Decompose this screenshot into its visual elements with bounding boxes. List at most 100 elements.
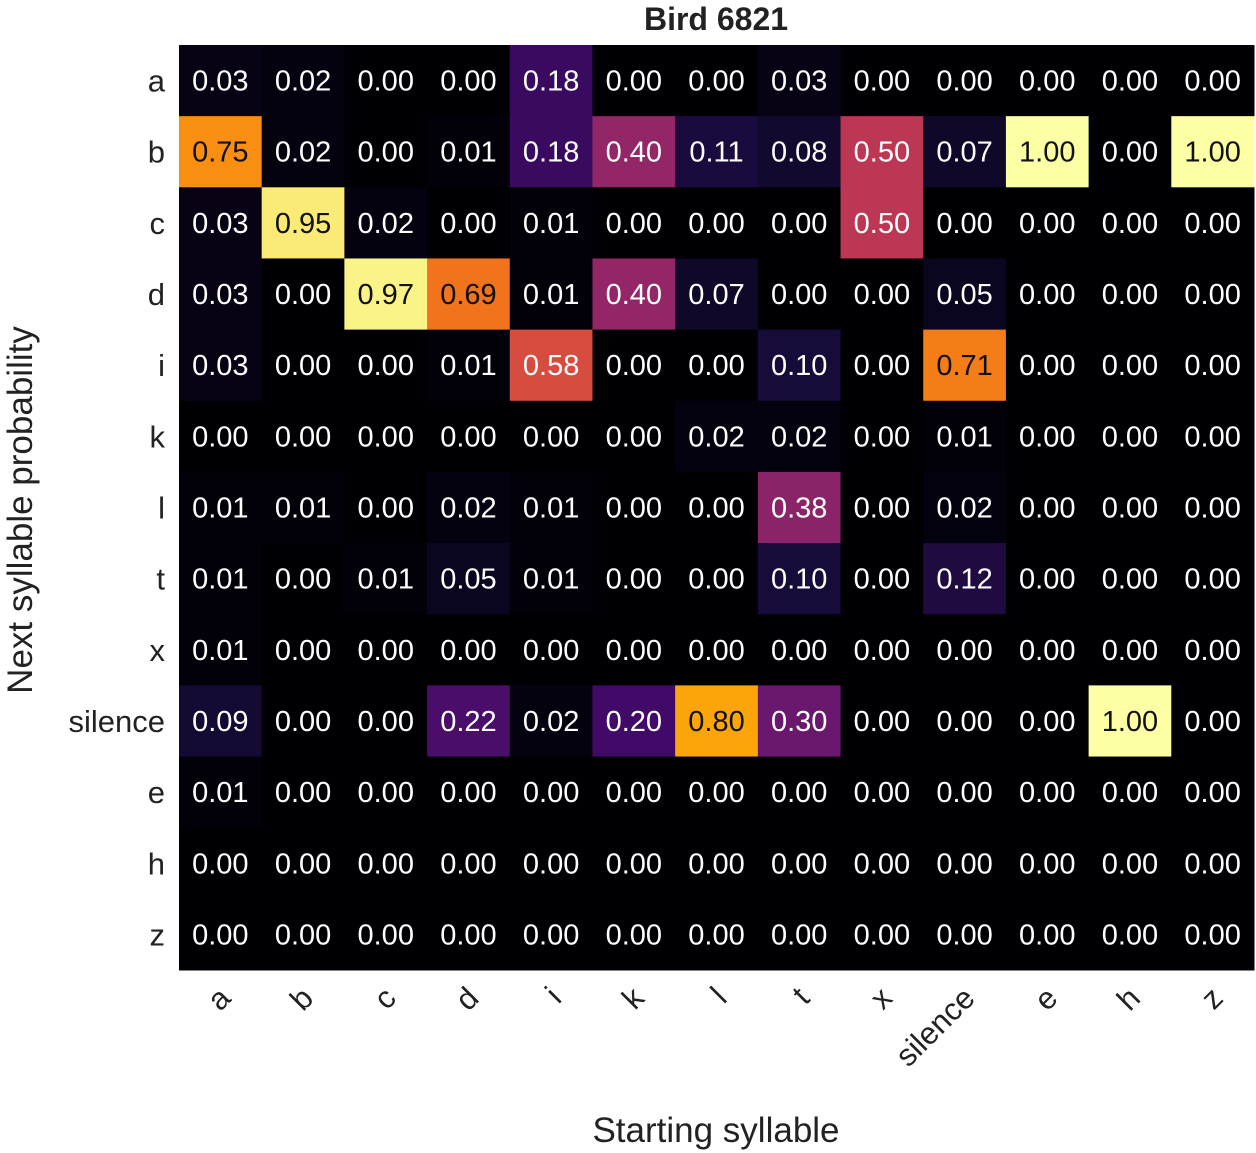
heatmap-cell [1005, 400, 1090, 473]
cell-value-label: 0.40 [606, 137, 662, 169]
cell-value-label: 0.00 [275, 421, 331, 453]
cell-value-label: 0.09 [192, 706, 248, 738]
heatmap-cell [757, 116, 842, 188]
cell-value-label: 0.50 [854, 137, 910, 169]
cell-value-label: 0.00 [854, 493, 910, 525]
cell-value-label: 0.01 [440, 137, 496, 169]
heatmap-cell [179, 400, 263, 473]
cell-value-label: 0.22 [440, 706, 496, 738]
heatmap-cell [757, 258, 842, 331]
heatmap-cell [1005, 898, 1090, 971]
cell-value-label: 0.00 [358, 350, 414, 382]
cell-value-label: 0.05 [440, 564, 496, 596]
cell-value-label: 0.97 [358, 279, 414, 311]
cell-value-label: 0.00 [1102, 564, 1158, 596]
cell-value-label: 0.58 [523, 350, 579, 382]
y-tick-label: b [148, 135, 165, 170]
cell-value-label: 0.00 [936, 208, 992, 240]
y-tick-labels: a b c d i k l t x silence e h z [69, 64, 166, 953]
cell-value-label: 0.00 [936, 635, 992, 667]
cell-value-label: 0.00 [1102, 137, 1158, 169]
heatmap-cell [923, 258, 1007, 331]
heatmap-cell [923, 116, 1007, 188]
x-tick-label: b [283, 980, 320, 1017]
heatmap-cell [427, 187, 511, 259]
heatmap-cell [261, 898, 345, 971]
heatmap-cell [592, 685, 676, 758]
cell-value-label: 0.00 [936, 777, 992, 809]
cell-value-label: 0.00 [358, 421, 414, 453]
heatmap-cell [1171, 45, 1255, 117]
cell-value-label: 0.03 [771, 66, 827, 98]
cell-value-label: 1.00 [1019, 137, 1075, 169]
heatmap-cell [592, 187, 676, 259]
heatmap-cell [675, 685, 759, 758]
y-tick-label: a [148, 64, 166, 99]
heatmap-cell [509, 685, 593, 758]
x-tick-label: h [1110, 980, 1147, 1017]
cell-value-label: 0.00 [1019, 421, 1075, 453]
heatmap-cell [1005, 116, 1090, 188]
cell-value-label: 0.03 [192, 279, 248, 311]
heatmap-cell [840, 400, 924, 473]
heatmap-cell [592, 898, 676, 971]
heatmap-cell [1088, 258, 1172, 331]
heatmap-cell [261, 116, 345, 188]
heatmap-cell [427, 756, 511, 829]
y-axis-label: Next syllable probability [1, 326, 40, 694]
x-tick-label: a [200, 980, 237, 1017]
x-tick-label: e [1027, 980, 1064, 1017]
heatmap-cell [1088, 116, 1172, 188]
heatmap-cell [344, 45, 428, 117]
heatmap-cell [757, 45, 842, 117]
cell-value-label: 0.00 [1019, 493, 1075, 525]
heatmap-cell [1005, 45, 1090, 117]
cell-value-label: 0.00 [440, 919, 496, 951]
heatmap-cell [675, 827, 759, 900]
heatmap-cell [675, 258, 759, 331]
cell-value-label: 0.01 [192, 564, 248, 596]
heatmap-cell [1005, 187, 1090, 259]
heatmap-cell [344, 827, 428, 900]
cell-value-label: 0.95 [275, 208, 331, 240]
cell-value-label: 0.00 [275, 564, 331, 596]
cell-value-label: 0.00 [523, 848, 579, 880]
cell-value-label: 0.05 [936, 279, 992, 311]
cell-value-label: 0.01 [192, 635, 248, 667]
y-tick-label: l [158, 491, 165, 526]
x-tick-label: x [863, 980, 899, 1016]
cell-value-label: 0.03 [192, 350, 248, 382]
cell-value-label: 0.00 [771, 208, 827, 240]
cell-value-label: 0.00 [1184, 635, 1240, 667]
cell-value-label: 0.00 [1184, 350, 1240, 382]
y-tick-label: silence [69, 704, 166, 739]
cell-value-label: 0.07 [936, 137, 992, 169]
heatmap-cell [923, 543, 1007, 615]
cell-value-label: 0.00 [1019, 635, 1075, 667]
heatmap-cell [509, 187, 593, 259]
cell-value-label: 0.01 [523, 279, 579, 311]
y-tick-label: d [148, 277, 165, 312]
cell-value-label: 0.00 [275, 279, 331, 311]
cell-value-label: 0.01 [192, 493, 248, 525]
y-tick-label: e [148, 775, 165, 810]
heatmap-cell [344, 116, 428, 188]
cell-value-label: 0.00 [1102, 350, 1158, 382]
heatmap-cell [261, 400, 345, 473]
heatmap-cell [1005, 756, 1090, 829]
cell-value-label: 0.00 [688, 564, 744, 596]
heatmap-cell [757, 685, 842, 758]
heatmap-cell [757, 543, 842, 615]
heatmap-cell [509, 116, 593, 188]
heatmap-cell [1005, 827, 1090, 900]
cell-value-label: 0.00 [1019, 919, 1075, 951]
heatmap-cell [592, 471, 676, 544]
heatmap-cell [179, 329, 263, 402]
cell-value-label: 0.02 [440, 493, 496, 525]
heatmap-cell [1088, 187, 1172, 259]
heatmap-cell [923, 187, 1007, 259]
heatmap-cell [1088, 898, 1172, 971]
heatmap-cell [923, 827, 1007, 900]
cell-value-label: 0.00 [1184, 66, 1240, 98]
